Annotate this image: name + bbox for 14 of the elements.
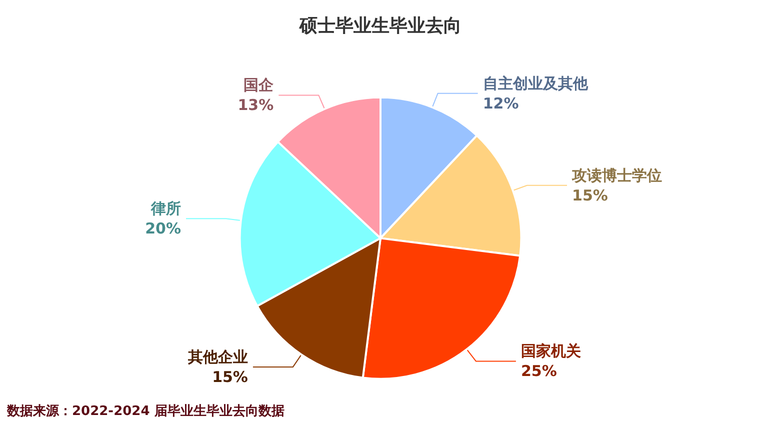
slice-label: 律所 [150,200,182,218]
chart-title: 硕士毕业生毕业去向 [298,16,462,36]
data-label: 12% [482,94,519,112]
slice-label: 自主创业及其他 [482,74,589,92]
source-note: 数据来源：2022-2024 届毕业生毕业去向数据 [6,404,284,419]
slice-label: 攻读博士学位 [571,166,662,184]
data-label: 13% [238,96,274,114]
data-label: 20% [145,220,182,238]
data-label: 15% [212,368,248,386]
slice-label: 国家机关 [520,342,581,360]
data-label: 15% [572,186,608,204]
data-label: 25% [520,362,557,380]
slice-label: 国企 [244,76,275,94]
slice-label: 其他企业 [186,348,248,366]
